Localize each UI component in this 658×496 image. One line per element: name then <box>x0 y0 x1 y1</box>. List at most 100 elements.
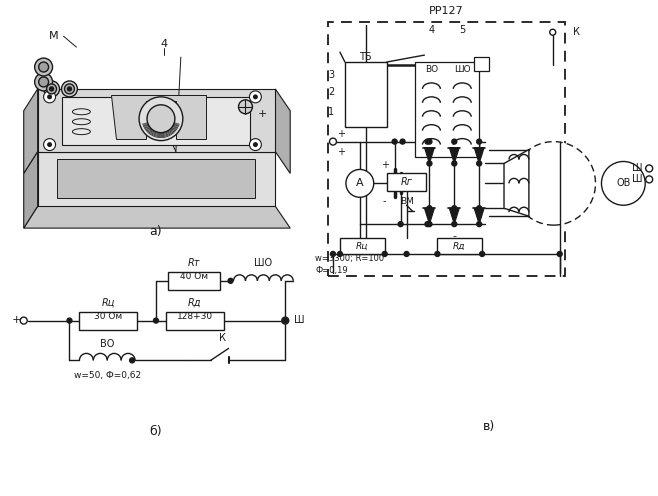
Polygon shape <box>61 97 251 144</box>
Circle shape <box>392 139 397 144</box>
Text: Ш: Ш <box>632 164 642 174</box>
Polygon shape <box>474 148 484 164</box>
Polygon shape <box>474 208 484 224</box>
Circle shape <box>249 138 261 151</box>
Circle shape <box>476 161 482 166</box>
Bar <box>415 62 479 157</box>
Circle shape <box>476 222 482 227</box>
Text: w=50, Ф=0,62: w=50, Ф=0,62 <box>74 371 141 380</box>
Bar <box>166 311 224 329</box>
Polygon shape <box>504 150 529 216</box>
Circle shape <box>476 206 482 211</box>
Circle shape <box>452 222 457 227</box>
Text: 40 Ом: 40 Ом <box>180 272 208 281</box>
Circle shape <box>64 84 74 94</box>
Circle shape <box>338 251 342 256</box>
Circle shape <box>476 139 482 144</box>
Text: б): б) <box>149 426 163 438</box>
Text: 30 Ом: 30 Ом <box>94 312 122 321</box>
Text: 3: 3 <box>328 70 334 80</box>
Circle shape <box>557 251 562 256</box>
Text: w=3300; R=100: w=3300; R=100 <box>315 254 384 263</box>
Circle shape <box>39 62 49 72</box>
Circle shape <box>130 358 135 363</box>
Text: Rц: Rц <box>355 242 368 250</box>
Circle shape <box>512 141 595 225</box>
Text: ВО: ВО <box>100 339 114 350</box>
Text: Rт: Rт <box>188 258 200 268</box>
Text: +: + <box>337 146 345 157</box>
Text: ВО: ВО <box>425 64 438 73</box>
Circle shape <box>20 317 27 324</box>
Circle shape <box>346 170 374 197</box>
Text: ШО: ШО <box>454 64 470 73</box>
Circle shape <box>35 58 53 76</box>
Text: Ш: Ш <box>632 175 642 185</box>
Circle shape <box>645 176 653 183</box>
Text: 128+30: 128+30 <box>177 312 213 321</box>
Circle shape <box>425 139 430 144</box>
Text: ТБ: ТБ <box>359 52 372 62</box>
Text: К: К <box>219 333 226 344</box>
Bar <box>80 311 137 329</box>
Text: 4: 4 <box>161 39 168 49</box>
Circle shape <box>382 251 387 256</box>
Circle shape <box>452 161 457 166</box>
Circle shape <box>427 206 432 211</box>
Text: М: М <box>49 31 59 41</box>
Text: +: + <box>337 128 345 139</box>
Circle shape <box>47 84 57 94</box>
Text: Rд: Rд <box>188 298 201 308</box>
Circle shape <box>139 97 183 140</box>
Circle shape <box>435 251 440 256</box>
Circle shape <box>43 81 59 97</box>
Bar <box>474 57 489 71</box>
Text: в): в) <box>483 421 495 434</box>
Text: 4: 4 <box>428 25 434 35</box>
Circle shape <box>68 87 72 91</box>
Circle shape <box>452 139 457 144</box>
Text: К: К <box>572 27 580 37</box>
Bar <box>328 22 565 276</box>
Polygon shape <box>38 89 275 152</box>
Circle shape <box>49 87 53 91</box>
Circle shape <box>39 77 49 87</box>
Circle shape <box>400 139 405 144</box>
Circle shape <box>398 222 403 227</box>
Text: +: + <box>258 109 267 119</box>
Text: Rд: Rд <box>453 242 465 250</box>
Circle shape <box>253 142 258 147</box>
Text: +: + <box>12 314 22 324</box>
Circle shape <box>43 91 55 103</box>
Polygon shape <box>424 208 434 224</box>
Circle shape <box>601 162 645 205</box>
Circle shape <box>283 318 288 323</box>
Text: ВМ: ВМ <box>401 197 415 206</box>
Circle shape <box>330 251 336 256</box>
Text: ОВ: ОВ <box>616 179 630 188</box>
Polygon shape <box>275 89 290 174</box>
Polygon shape <box>24 152 38 228</box>
Circle shape <box>427 222 432 227</box>
Circle shape <box>35 73 53 91</box>
Circle shape <box>282 317 289 324</box>
Circle shape <box>67 318 72 323</box>
Circle shape <box>427 139 432 144</box>
Circle shape <box>452 206 457 211</box>
Text: Ш: Ш <box>294 314 305 324</box>
Polygon shape <box>24 89 38 174</box>
Text: +: + <box>381 161 389 171</box>
Text: 2: 2 <box>328 87 334 97</box>
Bar <box>168 272 220 290</box>
Polygon shape <box>449 208 459 224</box>
Circle shape <box>645 165 653 172</box>
Circle shape <box>425 222 430 227</box>
Circle shape <box>330 138 336 145</box>
Text: 1: 1 <box>328 107 334 117</box>
Bar <box>340 238 385 254</box>
Text: Ф=0,19: Ф=0,19 <box>315 266 347 275</box>
Circle shape <box>228 278 233 283</box>
Bar <box>387 174 426 191</box>
Circle shape <box>47 94 52 99</box>
Text: Rц: Rц <box>101 298 115 308</box>
